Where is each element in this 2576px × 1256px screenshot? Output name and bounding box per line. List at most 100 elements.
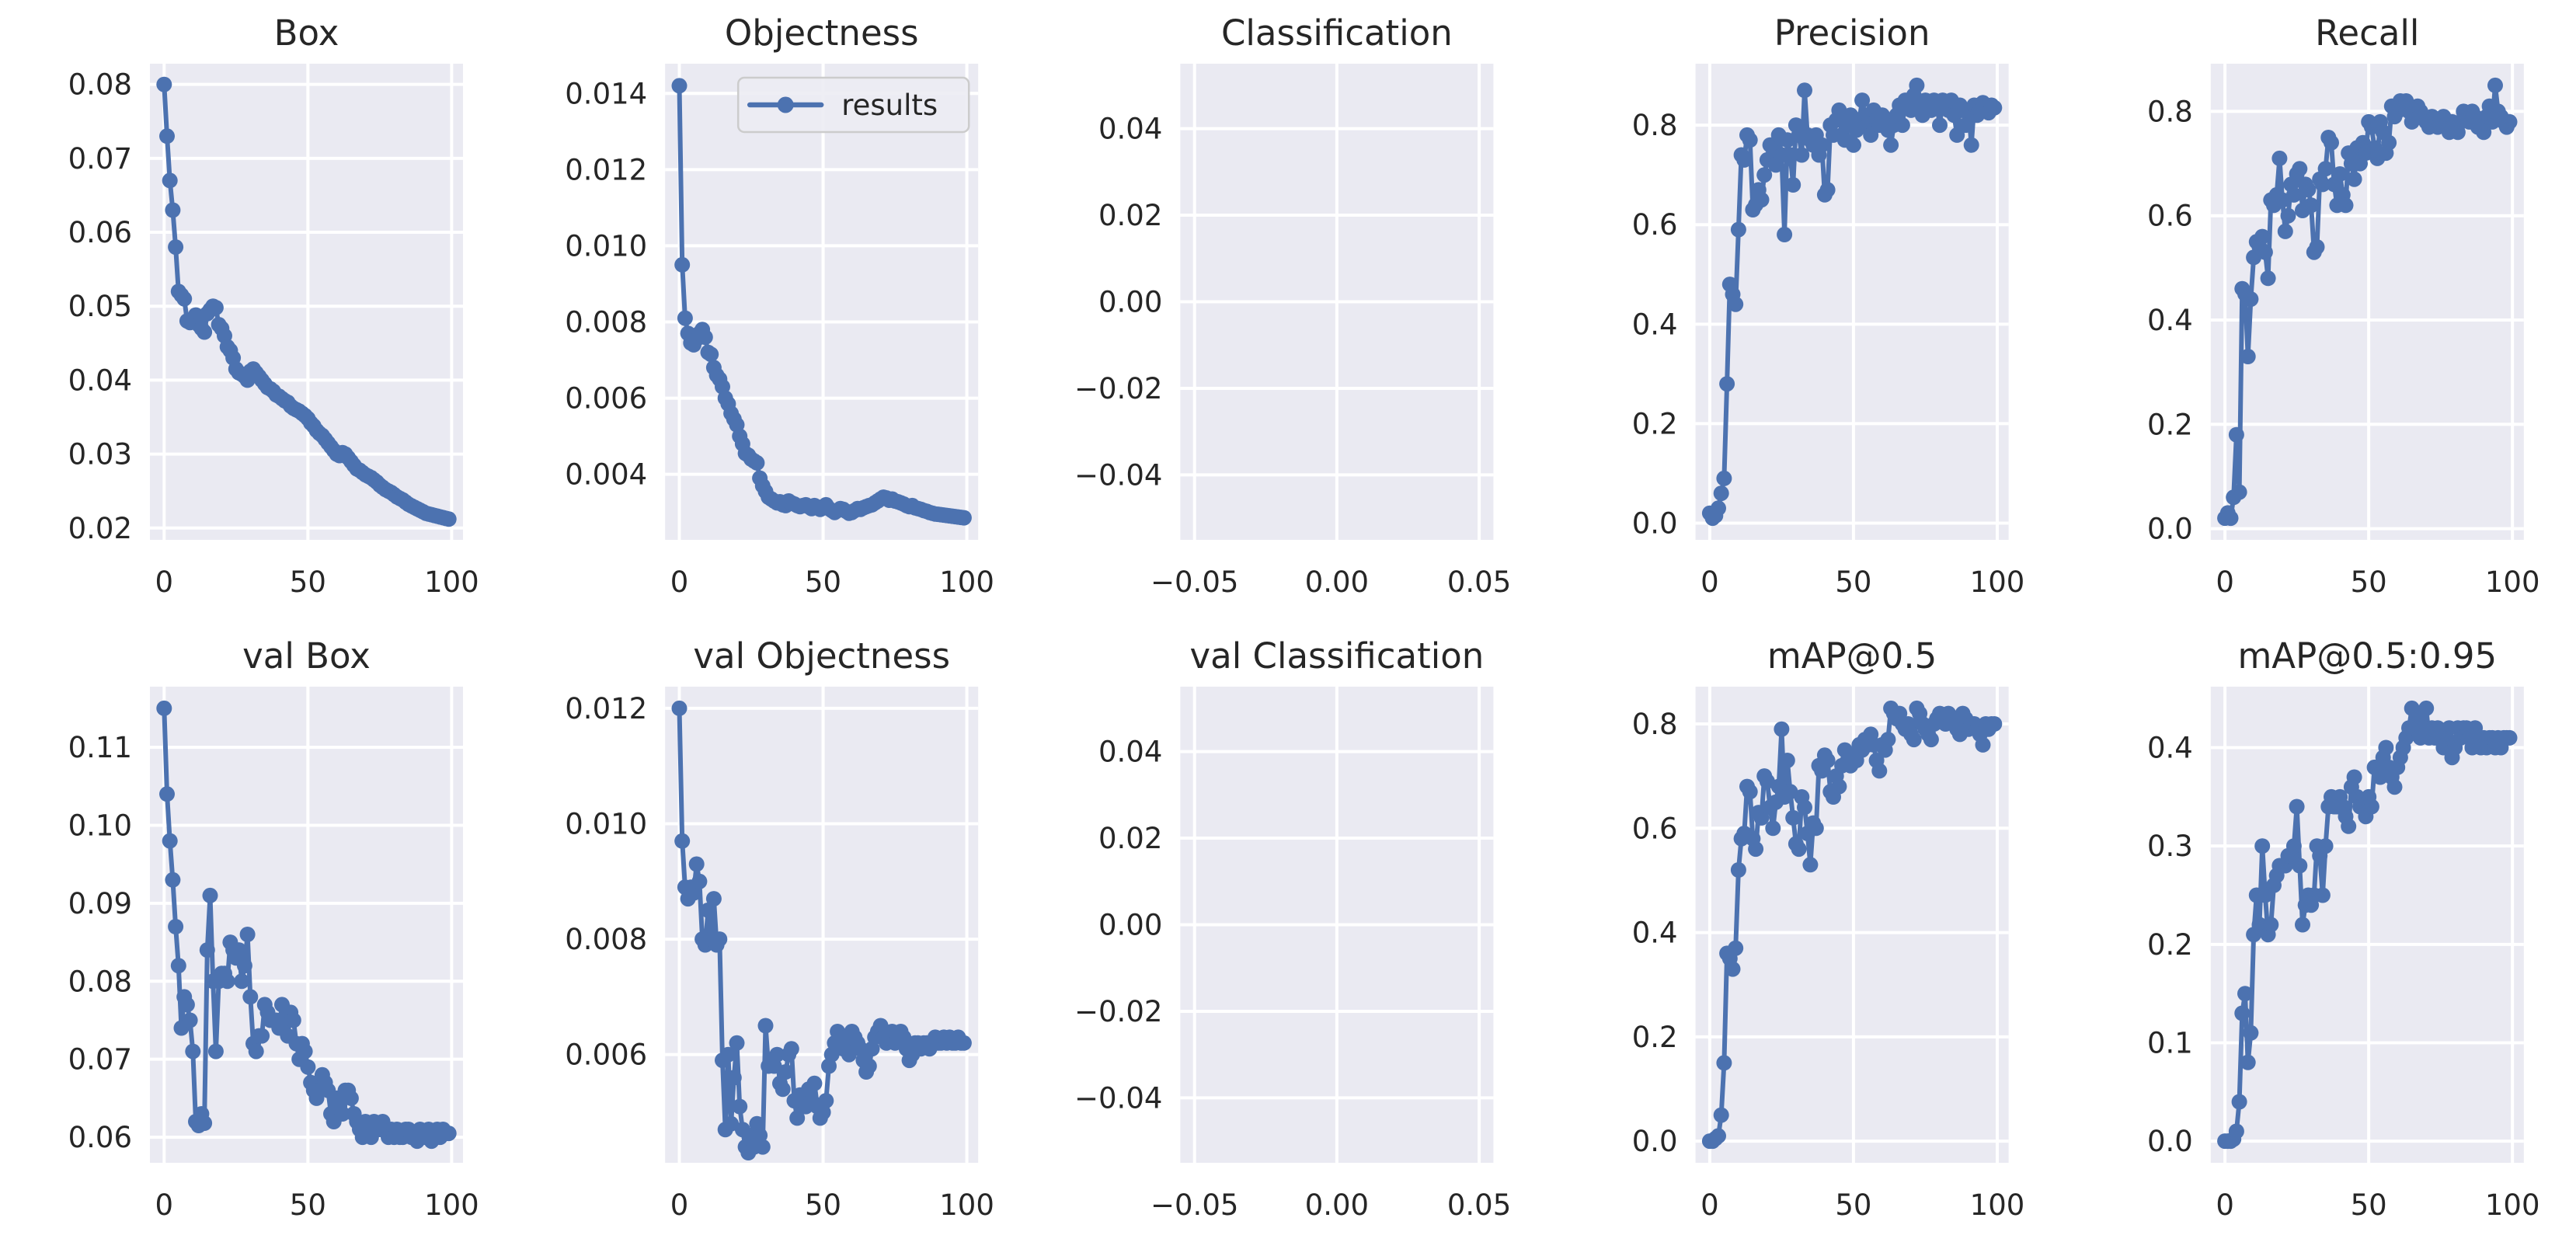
x-tick-label: 100 <box>939 1188 994 1222</box>
y-tick-label: 0.4 <box>2147 732 2193 765</box>
x-tick-label: 50 <box>290 565 326 599</box>
y-tick-label: 0.006 <box>565 382 647 416</box>
y-tick-label: 0.0 <box>2147 513 2193 546</box>
x-tick-labels: 0 50 100 <box>155 1188 479 1222</box>
y-tick-label: 0.4 <box>1632 308 1678 341</box>
x-tick-label: 50 <box>1835 565 1871 599</box>
subplot-title: val Classification <box>1190 635 1485 677</box>
series-markers-results <box>1701 77 2003 527</box>
series-markers-results <box>156 700 457 1150</box>
x-tick-label: 0.05 <box>1447 1188 1511 1222</box>
y-tick-label: −0.04 <box>1074 1081 1162 1115</box>
x-tick-labels: 0 50 100 <box>670 1188 994 1222</box>
subplot-precision: 0.0 0.2 0.4 0.6 0.8 0 50 100 Precision <box>1632 12 2025 599</box>
subplot-val-box: 0.06 0.07 0.08 0.09 0.10 0.11 0 50 100 val Box <box>68 635 479 1222</box>
y-tick-label: 0.02 <box>68 512 132 545</box>
x-tick-label: 50 <box>2351 565 2387 599</box>
y-tick-labels: 0.04 0.02 0.00 −0.02 −0.04 <box>1074 113 1162 492</box>
y-tick-label: −0.04 <box>1074 458 1162 492</box>
subplot-title: Box <box>274 12 339 54</box>
subplot-title: val Objectness <box>693 635 950 677</box>
y-tick-label: 0.04 <box>1098 736 1162 769</box>
y-tick-label: 0.4 <box>1632 917 1678 950</box>
y-tick-label: 0.07 <box>68 142 132 176</box>
x-tick-label: 0 <box>1701 565 1719 599</box>
x-tick-labels: 0 50 100 <box>2216 1188 2539 1222</box>
subplot-box: 0.02 0.03 0.04 0.05 0.06 0.07 0.08 0 50 100 Box <box>68 12 479 599</box>
y-tick-label: 0.012 <box>565 153 647 186</box>
y-tick-label: 0.0 <box>2147 1125 2193 1158</box>
y-tick-label: 0.06 <box>68 1121 132 1154</box>
subplot-val-objectness: 0.006 0.008 0.010 0.012 0 50 100 val Objectness <box>565 635 994 1222</box>
series-markers-results <box>2217 77 2518 527</box>
x-tick-label: 0 <box>670 1188 689 1222</box>
x-tick-label: 100 <box>2485 565 2540 599</box>
x-tick-label: 0 <box>2216 1188 2234 1222</box>
x-tick-label: 0.05 <box>1447 565 1511 599</box>
y-tick-label: −0.02 <box>1074 995 1162 1028</box>
y-tick-label: 0.010 <box>565 229 647 263</box>
y-tick-label: 0.6 <box>1632 208 1678 242</box>
series-markers-results <box>2217 700 2518 1150</box>
y-tick-label: 0.00 <box>1098 286 1162 319</box>
grid-lines <box>1180 687 1494 1163</box>
subplot-title: Objectness <box>725 12 919 54</box>
x-tick-label: 50 <box>2351 1188 2387 1222</box>
y-tick-label: 0.8 <box>1632 708 1678 741</box>
y-tick-label: 0.2 <box>1632 407 1678 440</box>
x-tick-label: 50 <box>1835 1188 1871 1222</box>
y-tick-labels: 0.0 0.2 0.4 0.6 0.8 <box>1632 708 1678 1158</box>
x-tick-labels: 0 50 100 <box>1701 565 2024 599</box>
subplot-title: Classification <box>1221 12 1453 54</box>
subplot-title: Precision <box>1774 12 1930 54</box>
y-tick-label: 0.11 <box>68 731 132 764</box>
y-tick-label: 0.012 <box>565 692 647 725</box>
y-tick-labels: 0.0 0.2 0.4 0.6 0.8 <box>1632 109 1678 540</box>
y-tick-label: 0.08 <box>68 965 132 998</box>
subplot-title: Recall <box>2315 12 2419 54</box>
y-tick-label: 0.4 <box>2147 304 2193 337</box>
x-tick-labels: −0.05 0.00 0.05 <box>1150 565 1511 599</box>
y-tick-label: 0.03 <box>68 438 132 471</box>
x-tick-label: 0 <box>670 565 689 599</box>
subplot-recall: 0.0 0.2 0.4 0.6 0.8 0 50 100 Recall <box>2147 12 2540 599</box>
x-tick-label: 50 <box>290 1188 326 1222</box>
y-tick-label: 0.08 <box>68 68 132 102</box>
x-tick-labels: 0 50 100 <box>670 565 994 599</box>
y-tick-label: 0.010 <box>565 807 647 840</box>
y-tick-label: 0.05 <box>68 290 132 323</box>
x-tick-label: 100 <box>424 565 479 599</box>
x-tick-label: 0 <box>2216 565 2234 599</box>
series-markers-results <box>671 78 972 526</box>
y-tick-labels: 0.0 0.2 0.4 0.6 0.8 <box>2147 95 2193 545</box>
x-tick-label: 0.00 <box>1305 1188 1369 1222</box>
subplot-title: val Box <box>242 635 371 677</box>
y-tick-labels: 0.006 0.008 0.010 0.012 <box>565 692 647 1072</box>
y-tick-label: 0.8 <box>2147 95 2193 128</box>
series-markers-results <box>671 700 972 1160</box>
y-tick-label: 0.2 <box>2147 928 2193 962</box>
x-tick-label: 0 <box>155 565 174 599</box>
y-tick-label: 0.8 <box>1632 109 1678 142</box>
y-tick-label: 0.02 <box>1098 822 1162 855</box>
legend-marker-icon <box>777 96 794 113</box>
series-markers-results <box>1701 700 2003 1150</box>
x-tick-label: 0 <box>1701 1188 1719 1222</box>
subplot-objectness: 0.004 0.006 0.008 0.010 0.012 0.014 0 50 100 Obje… <box>565 12 994 599</box>
y-tick-label: 0.008 <box>565 923 647 956</box>
y-tick-label: 0.04 <box>1098 113 1162 146</box>
x-tick-label: 50 <box>805 1188 841 1222</box>
x-tick-label: 100 <box>2485 1188 2540 1222</box>
x-tick-label: 100 <box>424 1188 479 1222</box>
legend-label: results <box>841 89 938 122</box>
x-tick-label: 100 <box>1970 1188 2025 1222</box>
legend: results <box>736 76 970 134</box>
series-markers-results <box>156 76 457 527</box>
y-tick-label: 0.006 <box>565 1039 647 1072</box>
x-tick-label: 0.00 <box>1305 565 1369 599</box>
y-tick-label: 0.09 <box>68 887 132 920</box>
y-tick-labels: 0.004 0.006 0.008 0.010 0.012 0.014 <box>565 77 647 491</box>
x-tick-label: 100 <box>939 565 994 599</box>
